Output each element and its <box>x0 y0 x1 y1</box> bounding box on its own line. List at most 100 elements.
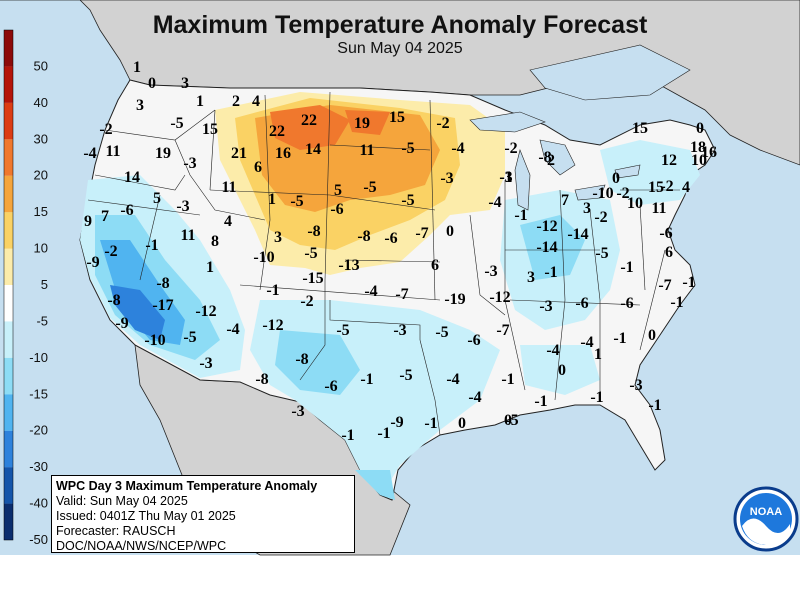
colorbar-tick-label: -30 <box>29 459 48 474</box>
anomaly-value: -1 <box>514 207 527 224</box>
colorbar-tick-label: -40 <box>29 496 48 511</box>
colorbar-segment <box>4 394 13 431</box>
anomaly-value: -6 <box>620 295 633 312</box>
anomaly-value: -13 <box>338 257 359 274</box>
info-agency: DOC/NOAA/NWS/NCEP/WPC <box>56 539 227 553</box>
anomaly-value: -8 <box>357 228 370 245</box>
info-issued: Issued: 0401Z Thu May 01 2025 <box>56 509 236 523</box>
anomaly-value: 16 <box>701 144 717 161</box>
anomaly-value: -3 <box>484 263 497 280</box>
anomaly-value: 8 <box>211 233 219 250</box>
anomaly-value: -5 <box>336 322 349 339</box>
anomaly-value: 0 <box>148 75 156 92</box>
colorbar: 50 40 30 20 15 10 5 -5 -10 -15 -20 -30 -40 -50 <box>3 29 48 547</box>
anomaly-value: -2 <box>594 209 607 226</box>
anomaly-value: -9 <box>115 315 128 332</box>
anomaly-value: -2 <box>99 121 112 138</box>
anomaly-value: -8 <box>107 292 120 309</box>
anomaly-value: 15 <box>648 179 664 196</box>
anomaly-value: -3 <box>499 169 512 186</box>
anomaly-value: -6 <box>384 230 397 247</box>
anomaly-value: -5 <box>505 412 518 429</box>
anomaly-value: -5 <box>401 140 414 157</box>
anomaly-value: 19 <box>354 115 370 132</box>
anomaly-value: 4 <box>252 93 260 110</box>
colorbar-tick-label: -20 <box>29 423 48 438</box>
colorbar-segment <box>4 30 13 67</box>
anomaly-value: 6 <box>254 159 262 176</box>
anomaly-value: -5 <box>595 245 608 262</box>
colorbar-tick-label: 20 <box>34 168 48 183</box>
info-product: WPC Day 3 Maximum Temperature Anomaly <box>56 479 318 493</box>
anomaly-value: -4 <box>580 334 593 351</box>
colorbar-tick-label: 5 <box>41 277 48 292</box>
anomaly-value: 6 <box>431 257 439 274</box>
colorbar-tick-label: -15 <box>29 386 48 401</box>
anomaly-value: 11 <box>221 179 236 196</box>
anomaly-value: 12 <box>661 152 677 169</box>
colorbar-tick-label: 50 <box>34 58 48 73</box>
anomaly-value: -4 <box>468 389 481 406</box>
anomaly-value: -14 <box>567 226 588 243</box>
colorbar-segment <box>4 467 13 504</box>
anomaly-value: -7 <box>496 322 509 339</box>
colorbar-segment <box>4 430 13 468</box>
anomaly-value: 5 <box>334 182 342 199</box>
anomaly-value: 7 <box>561 192 569 209</box>
anomaly-value: -8 <box>295 351 308 368</box>
anomaly-value: -3 <box>440 170 453 187</box>
anomaly-value: -2 <box>616 185 629 202</box>
anomaly-value: -15 <box>302 270 323 287</box>
anomaly-value: -6 <box>575 295 588 312</box>
anomaly-value: -7 <box>395 286 408 303</box>
anomaly-value: -5 <box>401 192 414 209</box>
state-boundaries <box>87 91 680 436</box>
anomaly-value: 15 <box>202 121 218 138</box>
anomaly-value: -4 <box>488 194 501 211</box>
anomaly-value: -4 <box>451 140 464 157</box>
anomaly-value: 3 <box>527 269 535 286</box>
anomaly-value: 4 <box>224 213 232 230</box>
anomaly-value: 0 <box>612 170 620 187</box>
anomaly-value: 3 <box>136 97 144 114</box>
colorbar-tick-label: -10 <box>29 350 48 365</box>
anomaly-value: 18 <box>690 139 706 156</box>
anomaly-value: -1 <box>534 393 547 410</box>
anomaly-value: 10 <box>627 195 643 212</box>
anomaly-value: 0 <box>504 412 512 429</box>
anomaly-value: -2 <box>104 243 117 260</box>
anomaly-value: 0 <box>558 362 566 379</box>
anomaly-value: -1 <box>648 397 661 414</box>
anomaly-value: 7 <box>101 208 109 225</box>
anomaly-value: -6 <box>330 201 343 218</box>
anomaly-value: 1 <box>196 93 204 110</box>
anomaly-value: -8 <box>538 149 551 166</box>
anomaly-value: -4 <box>226 321 239 338</box>
anomaly-value: 14 <box>305 141 321 158</box>
colorbar-tick-label: 30 <box>34 131 48 146</box>
colorbar-segment <box>4 503 13 540</box>
anomaly-value: 9 <box>84 213 92 230</box>
anomaly-value: 22 <box>301 112 317 129</box>
anomaly-value: 15 <box>389 109 405 126</box>
anomaly-value: -19 <box>444 291 465 308</box>
colorbar-tick-label: 10 <box>34 241 48 256</box>
anomaly-value: 14 <box>124 169 140 186</box>
anomaly-value: -3 <box>291 403 304 420</box>
anomaly-value: 0 <box>458 415 466 432</box>
anomaly-value: -5 <box>170 115 183 132</box>
anomaly-value: 0 <box>446 223 454 240</box>
anomaly-value: 2 <box>232 93 240 110</box>
anomaly-value: 0 <box>696 120 704 137</box>
anomaly-value: -8 <box>255 371 268 388</box>
noaa-logo-wave <box>742 518 790 546</box>
anomaly-value: -3 <box>393 322 406 339</box>
anomaly-value: -14 <box>536 239 557 256</box>
anomaly-value: -1 <box>682 274 695 291</box>
anomaly-value: -6 <box>467 332 480 349</box>
great-lakes <box>469 111 641 211</box>
anomaly-value: -1 <box>424 415 437 432</box>
colorbar-segment <box>4 285 13 322</box>
anomaly-value: 15 <box>632 120 648 137</box>
